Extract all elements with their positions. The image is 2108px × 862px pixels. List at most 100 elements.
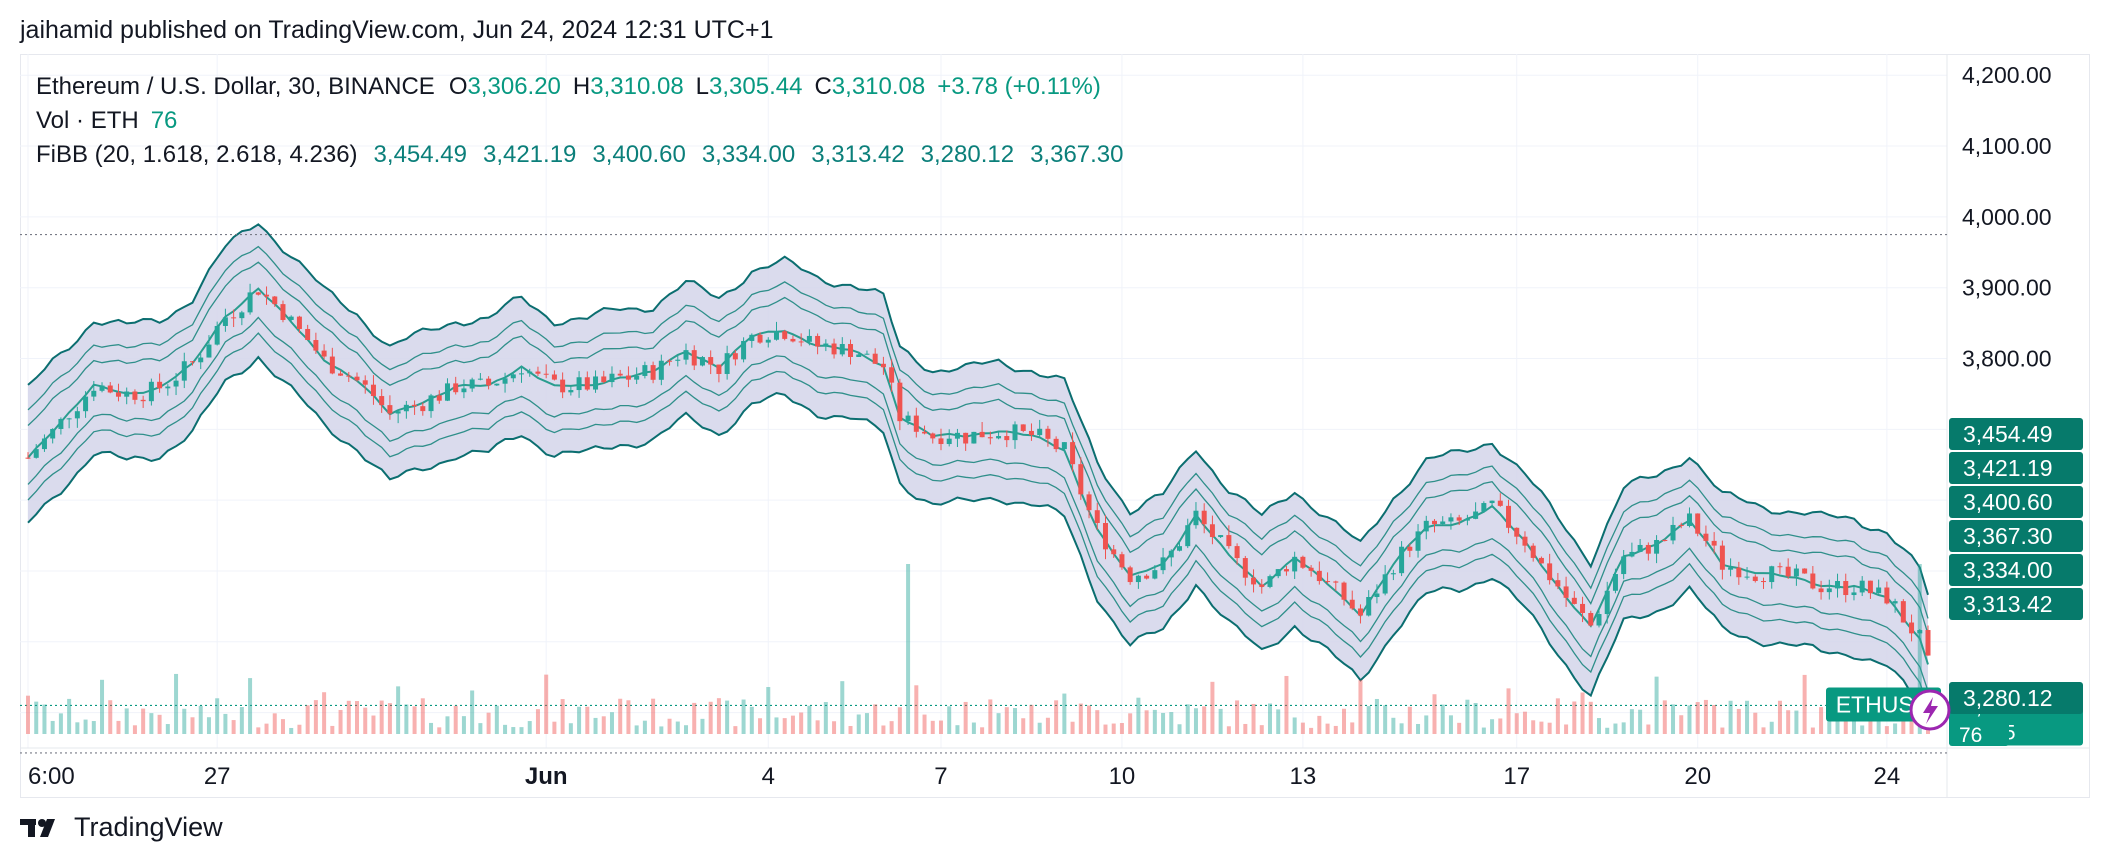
time-axis-label: 17 xyxy=(1503,763,1530,790)
candle-body xyxy=(124,391,130,397)
candle-body xyxy=(50,428,56,439)
candle-body xyxy=(247,292,253,313)
candle-body xyxy=(773,331,779,340)
candle-body xyxy=(1316,570,1322,582)
candle-body xyxy=(1793,568,1799,577)
price-tag-text: 3,454.49 xyxy=(1963,421,2053,447)
volume-bar xyxy=(692,702,697,734)
candle-body xyxy=(461,388,467,393)
volume-bar xyxy=(1161,712,1166,734)
volume-bar xyxy=(1555,698,1560,734)
band-lower-outer xyxy=(27,355,1929,731)
candle-body xyxy=(453,383,459,393)
footer-brand[interactable]: TradingView xyxy=(74,812,223,842)
time-axis-label: 7 xyxy=(934,763,947,790)
legend-fibb-value: 3,280.12 xyxy=(920,141,1015,168)
volume-bar xyxy=(355,701,360,734)
volume-bar xyxy=(535,709,540,734)
candle-body xyxy=(1357,608,1363,616)
volume-bar xyxy=(1736,708,1741,734)
volume-bar xyxy=(215,698,220,734)
volume-bar xyxy=(346,700,351,734)
candle-body xyxy=(165,386,171,389)
chart-plot[interactable]: 4,200.00 4,100.00 4,000.00 3,900.00 3,800.00… xyxy=(20,54,2090,798)
candle-body xyxy=(625,375,631,380)
volume-bar xyxy=(511,727,516,734)
lightning-icon xyxy=(1909,689,1951,731)
candle-body xyxy=(305,328,311,341)
volume-bar xyxy=(1235,700,1240,734)
volume-bar xyxy=(774,717,779,734)
candle-body xyxy=(1325,581,1331,583)
volume-bar xyxy=(1457,722,1462,734)
volume-bar xyxy=(675,721,680,734)
candle-body xyxy=(486,378,492,386)
candle-body xyxy=(1160,557,1166,571)
legend-ohlc-row: Ethereum / U.S. Dollar, 30, BINANCE O 3,3… xyxy=(36,70,1124,104)
volume-bar xyxy=(897,707,902,734)
band-upper-inner xyxy=(27,245,1929,619)
tradingview-logo-icon[interactable] xyxy=(20,817,66,839)
candle-body xyxy=(1226,535,1232,547)
volume-bar xyxy=(1769,721,1774,734)
footer: TradingView xyxy=(20,812,223,843)
candle-body xyxy=(436,395,442,401)
candle-body xyxy=(1563,586,1569,598)
candle-body xyxy=(222,317,228,326)
band-price-tag: 3,367.30 xyxy=(1949,520,2083,552)
candle-body xyxy=(1119,554,1125,568)
volume-bar xyxy=(1679,715,1684,734)
volume-bar xyxy=(157,714,162,734)
volume-bar xyxy=(83,719,88,734)
volume-bar xyxy=(1276,709,1281,734)
candle-body xyxy=(880,363,886,368)
volume-bar xyxy=(182,708,187,734)
volume-bar xyxy=(1309,727,1314,734)
candle-body xyxy=(913,415,919,432)
time-axis-label: 6:00 xyxy=(28,763,75,790)
candle-body xyxy=(1251,577,1257,585)
candle-body xyxy=(1489,500,1495,504)
candle-body xyxy=(280,304,286,320)
volume-bar xyxy=(1054,700,1059,734)
volume-bar xyxy=(1745,700,1750,734)
candle-body xyxy=(403,404,409,412)
candle-body xyxy=(181,361,187,381)
candle-body xyxy=(1843,581,1849,596)
candles xyxy=(25,283,1931,656)
price-tag-text: 3,313.42 xyxy=(1963,591,2053,617)
candle-body xyxy=(1259,584,1265,587)
volume-bar xyxy=(1144,710,1149,734)
candle-body xyxy=(25,457,31,459)
band-basis xyxy=(27,287,1929,665)
candle-body xyxy=(551,374,557,380)
candle-body xyxy=(1506,505,1512,528)
legend-vol-label: Vol · ETH xyxy=(36,107,139,134)
candle-body xyxy=(1004,436,1010,441)
candle-body xyxy=(1752,576,1758,582)
price-tag-text: 3,280.12 xyxy=(1963,685,2053,711)
volume-bar xyxy=(1819,707,1824,734)
volume-bar xyxy=(486,712,491,734)
volume-bar xyxy=(1761,727,1766,734)
volume-bar xyxy=(461,716,466,734)
candle-body xyxy=(1925,630,1931,656)
candle-body xyxy=(1538,557,1544,564)
candle-body xyxy=(1456,517,1462,521)
candle-body xyxy=(1135,575,1141,583)
candle-body xyxy=(1423,520,1429,532)
volume-bar xyxy=(1292,717,1297,734)
candle-body xyxy=(1390,573,1396,575)
volume-bar xyxy=(1210,681,1215,734)
time-axis-label: 4 xyxy=(762,763,775,790)
candle-body xyxy=(1892,601,1898,604)
candle-body xyxy=(1020,424,1026,431)
volume-bar xyxy=(330,725,335,734)
time-axis-label: 24 xyxy=(1874,763,1901,790)
candle-body xyxy=(699,357,705,366)
candle-body xyxy=(601,376,607,383)
volume-bar xyxy=(412,706,417,734)
volume-bar xyxy=(1374,698,1379,734)
volume-bar xyxy=(1202,706,1207,734)
volume-bar xyxy=(1013,708,1018,734)
